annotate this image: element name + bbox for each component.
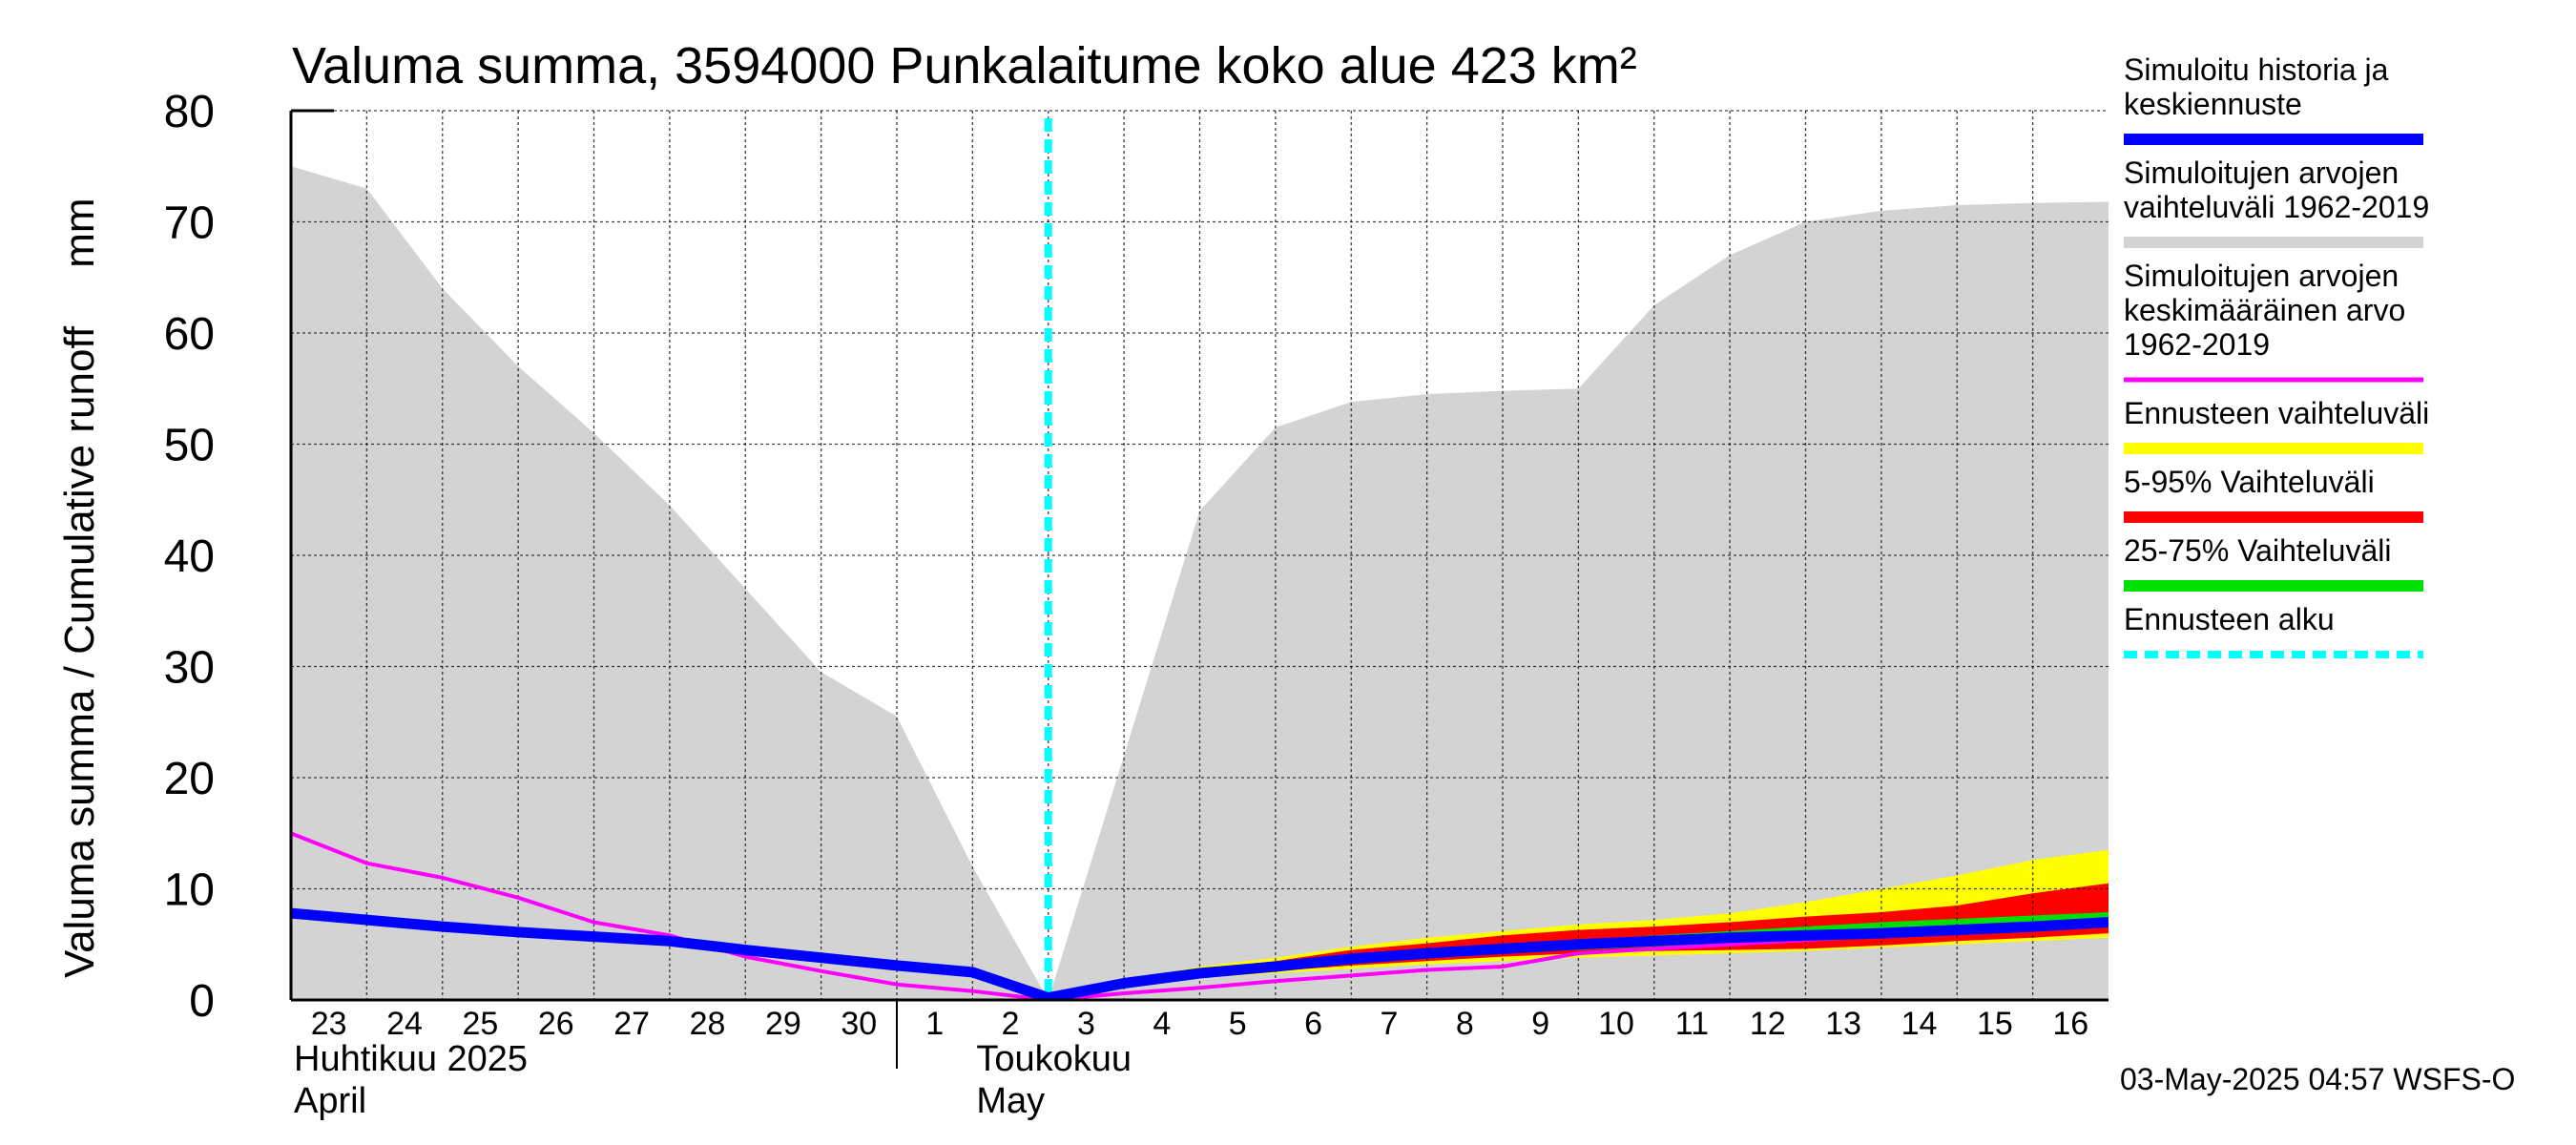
month-label-fi: Huhtikuu 2025 [294,1039,528,1079]
x-tick-label: 23 [311,1006,347,1042]
x-tick-label: 10 [1598,1006,1634,1042]
x-tick-label: 26 [538,1006,574,1042]
x-tick-label: 16 [2052,1006,2088,1042]
y-tick-label: 0 [189,976,215,1027]
grid-layer [291,110,2109,1000]
x-tick-label: 7 [1380,1006,1398,1042]
month-label-en: April [294,1081,366,1121]
x-tick-label: 13 [1825,1006,1861,1042]
x-tick-label: 14 [1901,1006,1938,1042]
legend-label: 5-95% Vaihteluväli [2124,465,2375,499]
x-tick-label: 4 [1153,1006,1171,1042]
legend-label: 25-75% Vaihteluväli [2124,533,2391,568]
month-label-en: May [976,1081,1045,1121]
legend-label: keskimääräinen arvo [2124,293,2405,327]
x-tick-label: 24 [386,1006,423,1042]
x-tick-label: 27 [613,1006,650,1042]
y-tick-label: 80 [164,87,215,137]
legend-label: Simuloitujen arvojen [2124,156,2399,190]
y-tick-label: 50 [164,421,215,471]
chart-title: Valuma summa, 3594000 Punkalaitume koko … [292,37,1637,94]
x-tick-label: 9 [1531,1006,1549,1042]
x-tick-label: 25 [463,1006,499,1042]
legend-label: vaihteluväli 1962-2019 [2124,190,2429,224]
y-tick-label: 30 [164,643,215,694]
x-tick-label: 12 [1750,1006,1786,1042]
x-tick-label: 11 [1675,1006,1709,1042]
x-tick-label: 1 [925,1006,944,1042]
x-tick-label: 15 [1977,1006,2013,1042]
month-label-fi: Toukokuu [976,1039,1132,1079]
legend-label: Ennusteen alku [2124,602,2335,636]
x-tick-label: 29 [765,1006,801,1042]
y-tick-label: 60 [164,309,215,360]
series-layer [291,118,2109,1000]
x-tick-label: 2 [1002,1006,1020,1042]
y-axis-label: Valuma summa / Cumulative runoff mm [56,198,103,978]
y-tick-label: 40 [164,531,215,582]
y-tick-label: 20 [164,754,215,804]
legend-label: 1962-2019 [2124,327,2270,362]
legend-label: keskiennuste [2124,87,2302,121]
x-tick-label: 3 [1077,1006,1095,1042]
x-tick-label: 5 [1229,1006,1247,1042]
x-tick-label: 6 [1304,1006,1322,1042]
y-tick-label: 70 [164,198,215,249]
x-tick-label: 8 [1456,1006,1474,1042]
legend-label: Simuloitu historia ja [2124,52,2389,87]
timestamp: 03-May-2025 04:57 WSFS-O [2120,1062,2515,1096]
legend-label: Ennusteen vaihteluväli [2124,396,2429,430]
x-tick-label: 30 [841,1006,877,1042]
x-tick-label: 28 [690,1006,726,1042]
y-tick-label: 10 [164,865,215,916]
legend-label: Simuloitujen arvojen [2124,259,2399,293]
